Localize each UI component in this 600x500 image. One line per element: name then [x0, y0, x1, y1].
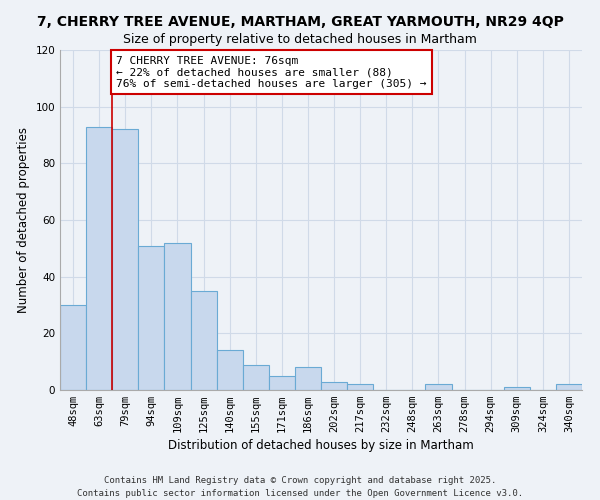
- Bar: [60, 305, 86, 390]
- Bar: [86, 126, 112, 390]
- Bar: [139, 246, 164, 390]
- Text: Contains HM Land Registry data © Crown copyright and database right 2025.
Contai: Contains HM Land Registry data © Crown c…: [77, 476, 523, 498]
- Bar: [504, 387, 530, 390]
- Bar: [295, 368, 321, 390]
- Bar: [242, 364, 269, 390]
- Bar: [164, 242, 191, 390]
- Bar: [112, 130, 139, 390]
- Bar: [556, 384, 582, 390]
- Bar: [217, 350, 243, 390]
- Text: 7, CHERRY TREE AVENUE, MARTHAM, GREAT YARMOUTH, NR29 4QP: 7, CHERRY TREE AVENUE, MARTHAM, GREAT YA…: [37, 15, 563, 29]
- Text: 7 CHERRY TREE AVENUE: 76sqm
← 22% of detached houses are smaller (88)
76% of sem: 7 CHERRY TREE AVENUE: 76sqm ← 22% of det…: [116, 56, 427, 89]
- Bar: [425, 384, 452, 390]
- X-axis label: Distribution of detached houses by size in Martham: Distribution of detached houses by size …: [168, 440, 474, 452]
- Y-axis label: Number of detached properties: Number of detached properties: [17, 127, 30, 313]
- Bar: [191, 291, 217, 390]
- Bar: [269, 376, 295, 390]
- Text: Size of property relative to detached houses in Martham: Size of property relative to detached ho…: [123, 32, 477, 46]
- Bar: [347, 384, 373, 390]
- Bar: [321, 382, 347, 390]
